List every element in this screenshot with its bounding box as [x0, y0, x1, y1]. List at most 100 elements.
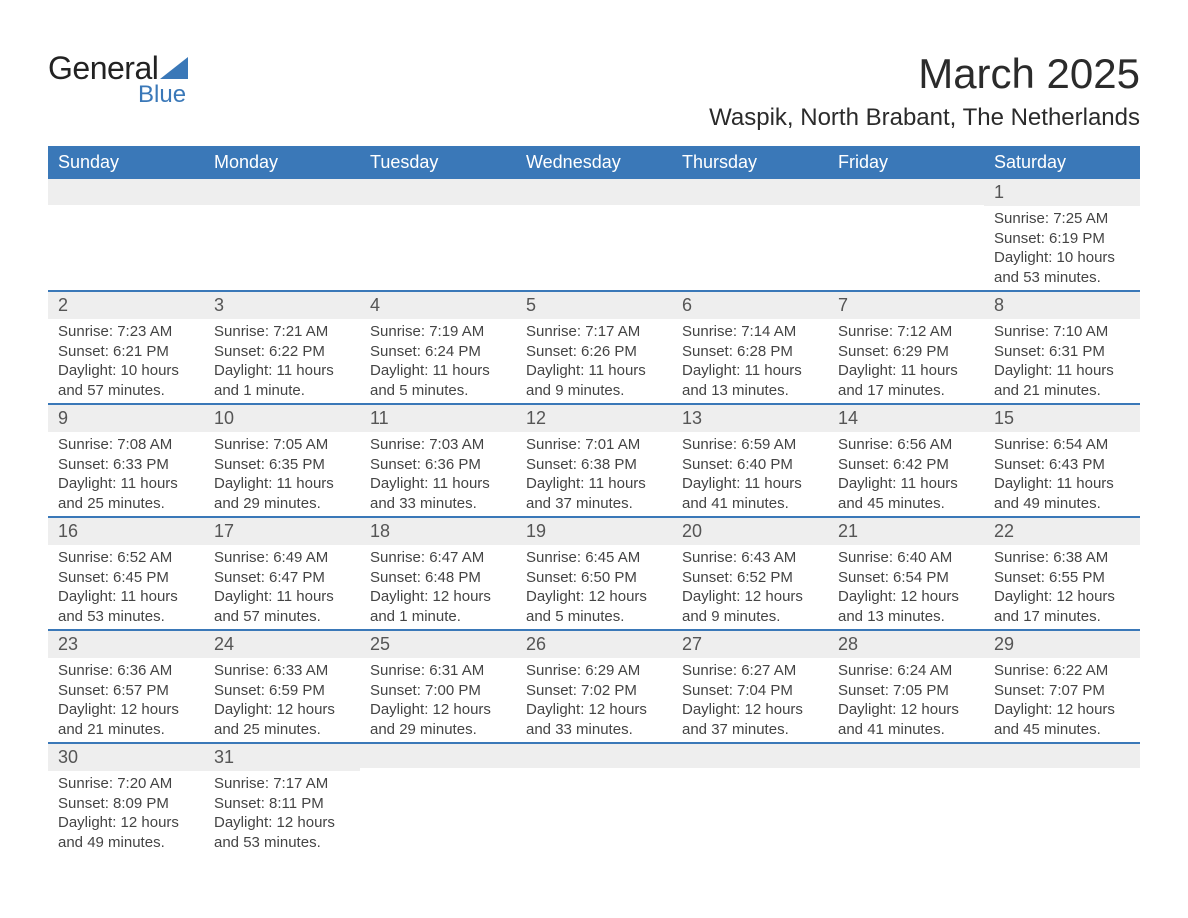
empty-day-number [48, 179, 204, 205]
sunrise-line: Sunrise: 7:05 AM [214, 435, 350, 455]
day-header: Wednesday [516, 146, 672, 179]
daylight-line: Daylight: 11 hours and 9 minutes. [526, 361, 662, 400]
daylight-line: Daylight: 12 hours and 49 minutes. [58, 813, 194, 852]
day-number: 15 [984, 403, 1140, 432]
daylight-line: Daylight: 11 hours and 13 minutes. [682, 361, 818, 400]
sunset-line: Sunset: 6:38 PM [526, 455, 662, 475]
daylight-line: Daylight: 11 hours and 5 minutes. [370, 361, 506, 400]
daylight-line: Daylight: 11 hours and 17 minutes. [838, 361, 974, 400]
day-number: 18 [360, 516, 516, 545]
sunset-line: Sunset: 7:02 PM [526, 681, 662, 701]
sunrise-line: Sunrise: 7:17 AM [214, 774, 350, 794]
sunset-line: Sunset: 6:43 PM [994, 455, 1130, 475]
daylight-line: Daylight: 11 hours and 45 minutes. [838, 474, 974, 513]
empty-day-cell [48, 206, 204, 288]
sunrise-line: Sunrise: 6:24 AM [838, 661, 974, 681]
day-header: Friday [828, 146, 984, 179]
day-number: 20 [672, 516, 828, 545]
day-cell: Sunrise: 7:12 AMSunset: 6:29 PMDaylight:… [828, 319, 984, 403]
day-number: 7 [828, 290, 984, 319]
sunrise-line: Sunrise: 6:40 AM [838, 548, 974, 568]
daylight-line: Daylight: 11 hours and 53 minutes. [58, 587, 194, 626]
day-number: 6 [672, 290, 828, 319]
day-number: 28 [828, 629, 984, 658]
sunset-line: Sunset: 8:11 PM [214, 794, 350, 814]
day-number: 11 [360, 403, 516, 432]
daylight-line: Daylight: 12 hours and 17 minutes. [994, 587, 1130, 626]
empty-day-cell [828, 771, 984, 853]
sunrise-line: Sunrise: 7:03 AM [370, 435, 506, 455]
sunset-line: Sunset: 6:54 PM [838, 568, 974, 588]
day-header: Sunday [48, 146, 204, 179]
sunset-line: Sunset: 6:40 PM [682, 455, 818, 475]
calendar-table: SundayMondayTuesdayWednesdayThursdayFrid… [48, 146, 1140, 855]
sunrise-line: Sunrise: 6:56 AM [838, 435, 974, 455]
sunset-line: Sunset: 6:26 PM [526, 342, 662, 362]
sunset-line: Sunset: 6:28 PM [682, 342, 818, 362]
sunset-line: Sunset: 6:59 PM [214, 681, 350, 701]
daylight-line: Daylight: 12 hours and 45 minutes. [994, 700, 1130, 739]
header: General Blue March 2025 Waspik, North Br… [48, 50, 1140, 132]
empty-day-cell [516, 206, 672, 288]
day-cell: Sunrise: 7:25 AMSunset: 6:19 PMDaylight:… [984, 206, 1140, 290]
day-cell: Sunrise: 6:31 AMSunset: 7:00 PMDaylight:… [360, 658, 516, 742]
empty-day-cell [828, 206, 984, 288]
title-block: March 2025 Waspik, North Brabant, The Ne… [709, 50, 1140, 132]
sunrise-line: Sunrise: 6:45 AM [526, 548, 662, 568]
daylight-line: Daylight: 12 hours and 29 minutes. [370, 700, 506, 739]
day-header: Monday [204, 146, 360, 179]
empty-day-number [672, 179, 828, 205]
daylight-line: Daylight: 12 hours and 53 minutes. [214, 813, 350, 852]
daylight-line: Daylight: 12 hours and 25 minutes. [214, 700, 350, 739]
day-number: 19 [516, 516, 672, 545]
empty-day-cell [516, 771, 672, 853]
day-cell: Sunrise: 6:45 AMSunset: 6:50 PMDaylight:… [516, 545, 672, 629]
daylight-line: Daylight: 11 hours and 49 minutes. [994, 474, 1130, 513]
sunrise-line: Sunrise: 7:25 AM [994, 209, 1130, 229]
sunset-line: Sunset: 6:57 PM [58, 681, 194, 701]
sunset-line: Sunset: 7:00 PM [370, 681, 506, 701]
daylight-line: Daylight: 12 hours and 9 minutes. [682, 587, 818, 626]
day-number: 3 [204, 290, 360, 319]
sunrise-line: Sunrise: 6:29 AM [526, 661, 662, 681]
day-number: 4 [360, 290, 516, 319]
day-cell: Sunrise: 7:19 AMSunset: 6:24 PMDaylight:… [360, 319, 516, 403]
sunrise-line: Sunrise: 6:43 AM [682, 548, 818, 568]
sunset-line: Sunset: 6:35 PM [214, 455, 350, 475]
day-number: 26 [516, 629, 672, 658]
daylight-line: Daylight: 12 hours and 41 minutes. [838, 700, 974, 739]
day-cell: Sunrise: 6:36 AMSunset: 6:57 PMDaylight:… [48, 658, 204, 742]
calendar-body: 1Sunrise: 7:25 AMSunset: 6:19 PMDaylight… [48, 179, 1140, 855]
sunrise-line: Sunrise: 6:27 AM [682, 661, 818, 681]
sunrise-line: Sunrise: 6:59 AM [682, 435, 818, 455]
daylight-line: Daylight: 10 hours and 53 minutes. [994, 248, 1130, 287]
empty-day-cell [672, 206, 828, 288]
day-number: 27 [672, 629, 828, 658]
day-number: 9 [48, 403, 204, 432]
sunrise-line: Sunrise: 6:22 AM [994, 661, 1130, 681]
day-cell: Sunrise: 7:23 AMSunset: 6:21 PMDaylight:… [48, 319, 204, 403]
day-cell: Sunrise: 7:20 AMSunset: 8:09 PMDaylight:… [48, 771, 204, 855]
sunset-line: Sunset: 7:04 PM [682, 681, 818, 701]
empty-day-number [672, 742, 828, 768]
daylight-line: Daylight: 11 hours and 57 minutes. [214, 587, 350, 626]
sunset-line: Sunset: 7:05 PM [838, 681, 974, 701]
day-cell: Sunrise: 6:38 AMSunset: 6:55 PMDaylight:… [984, 545, 1140, 629]
day-number: 1 [984, 179, 1140, 206]
empty-day-cell [360, 206, 516, 288]
empty-day-cell [204, 206, 360, 288]
sunset-line: Sunset: 6:55 PM [994, 568, 1130, 588]
empty-day-number [204, 179, 360, 205]
day-cell: Sunrise: 6:49 AMSunset: 6:47 PMDaylight:… [204, 545, 360, 629]
day-cell: Sunrise: 7:01 AMSunset: 6:38 PMDaylight:… [516, 432, 672, 516]
sunset-line: Sunset: 7:07 PM [994, 681, 1130, 701]
day-cell: Sunrise: 6:33 AMSunset: 6:59 PMDaylight:… [204, 658, 360, 742]
day-cell: Sunrise: 6:40 AMSunset: 6:54 PMDaylight:… [828, 545, 984, 629]
empty-day-cell [672, 771, 828, 853]
daylight-line: Daylight: 11 hours and 25 minutes. [58, 474, 194, 513]
day-number: 12 [516, 403, 672, 432]
day-number: 2 [48, 290, 204, 319]
sunrise-line: Sunrise: 7:21 AM [214, 322, 350, 342]
sunset-line: Sunset: 6:36 PM [370, 455, 506, 475]
sunrise-line: Sunrise: 7:12 AM [838, 322, 974, 342]
